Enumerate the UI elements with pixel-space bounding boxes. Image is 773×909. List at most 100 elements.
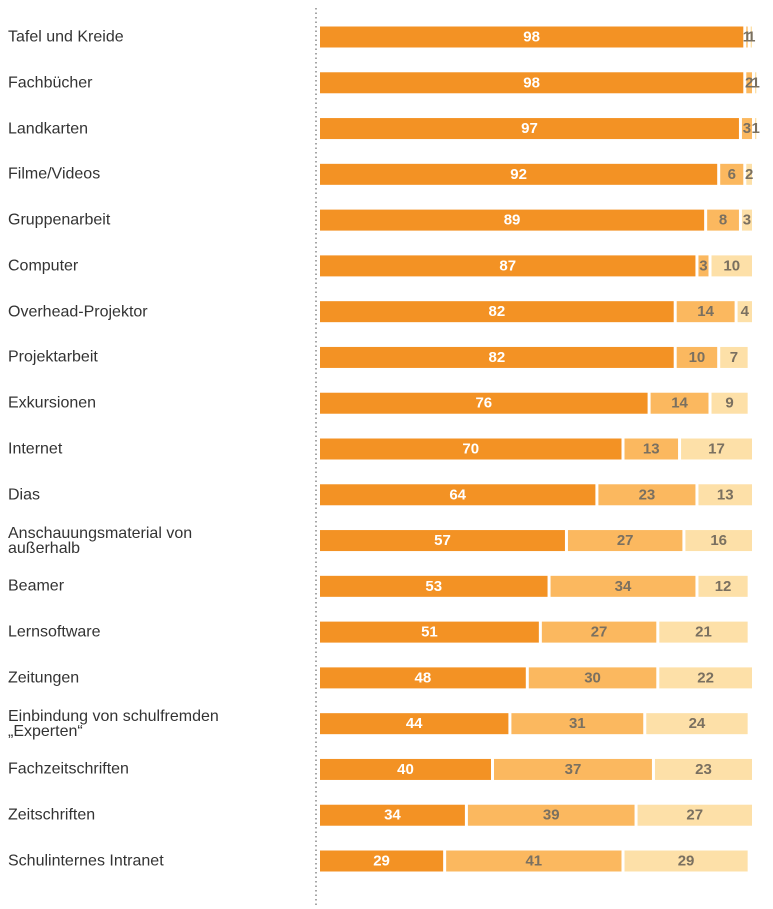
value-label: 41 bbox=[525, 853, 542, 870]
bar-segment bbox=[320, 850, 444, 872]
bar-segment bbox=[685, 530, 752, 552]
bar-segment bbox=[746, 26, 748, 48]
bar-segment bbox=[320, 255, 696, 277]
value-label: 1 bbox=[752, 120, 760, 137]
bar-segment bbox=[511, 713, 644, 735]
category-label: Internet bbox=[8, 440, 63, 458]
value-label: 10 bbox=[723, 257, 740, 274]
value-label: 40 bbox=[397, 761, 414, 778]
value-label: 27 bbox=[591, 624, 608, 641]
value-label: 3 bbox=[699, 257, 707, 274]
bar-segment bbox=[567, 530, 683, 552]
value-label: 3 bbox=[743, 212, 751, 229]
bar-segment bbox=[624, 850, 748, 872]
bar-segment bbox=[320, 438, 622, 460]
bar-segment bbox=[320, 804, 465, 826]
value-label: 98 bbox=[523, 29, 540, 46]
value-label: 27 bbox=[686, 807, 703, 824]
category-label: Schulinternes Intranet bbox=[8, 852, 164, 870]
bar-segment bbox=[707, 209, 739, 231]
bar-segment bbox=[650, 392, 709, 414]
bar-segment bbox=[681, 438, 752, 460]
bar-segment bbox=[598, 484, 696, 506]
bar-segment bbox=[746, 72, 752, 94]
category-label: Einbindung von schulfremden „Experten“ bbox=[8, 707, 219, 740]
bar-segment bbox=[320, 484, 596, 506]
value-label: 57 bbox=[434, 532, 451, 549]
bar-segment bbox=[446, 850, 622, 872]
category-label: Exkursionen bbox=[8, 394, 97, 412]
category-label: Zeitschriften bbox=[8, 806, 96, 824]
bar-segment bbox=[741, 209, 752, 231]
category-label: Tafel und Kreide bbox=[8, 28, 124, 46]
category-label: Dias bbox=[8, 486, 41, 504]
bar-segment bbox=[320, 758, 491, 780]
bar-segment bbox=[320, 621, 539, 643]
bar-segment bbox=[737, 301, 752, 323]
value-label: 37 bbox=[565, 761, 582, 778]
category-label: Filme/Videos bbox=[8, 165, 101, 183]
bar-segment bbox=[741, 118, 752, 140]
value-label: 31 bbox=[569, 715, 586, 732]
value-label: 87 bbox=[499, 257, 516, 274]
value-label: 30 bbox=[584, 669, 601, 686]
bar-segment bbox=[320, 346, 674, 368]
value-label: 51 bbox=[421, 624, 438, 641]
bar-segment bbox=[711, 392, 748, 414]
value-label: 17 bbox=[708, 441, 725, 458]
value-label: 22 bbox=[697, 669, 714, 686]
category-label: Zeitungen bbox=[8, 669, 80, 687]
category-label: Landkarten bbox=[8, 120, 89, 138]
value-label: 70 bbox=[462, 441, 479, 458]
bar-segment bbox=[746, 163, 752, 185]
bar-segment bbox=[320, 26, 744, 48]
value-label: 64 bbox=[449, 486, 466, 503]
value-label: 21 bbox=[695, 624, 712, 641]
value-label: 27 bbox=[617, 532, 634, 549]
value-label: 4 bbox=[741, 303, 750, 320]
value-label: 9 bbox=[725, 395, 733, 412]
value-label: 24 bbox=[689, 715, 706, 732]
value-label: 53 bbox=[425, 578, 442, 595]
value-label: 82 bbox=[489, 349, 506, 366]
category-label: Fachzeitschriften bbox=[8, 760, 129, 778]
bar-segment bbox=[624, 438, 679, 460]
bar-segment bbox=[711, 255, 752, 277]
value-label: 82 bbox=[489, 303, 506, 320]
value-label: 39 bbox=[543, 807, 560, 824]
bar-segment bbox=[646, 713, 748, 735]
bar-segment bbox=[467, 804, 635, 826]
value-label: 34 bbox=[615, 578, 632, 595]
bar-segment bbox=[320, 209, 705, 231]
value-label: 14 bbox=[671, 395, 688, 412]
bar-segment bbox=[320, 118, 739, 140]
value-label: 13 bbox=[643, 441, 660, 458]
bar-segment bbox=[320, 72, 744, 94]
bar-segment bbox=[550, 575, 696, 597]
value-label: 7 bbox=[730, 349, 738, 366]
bar-segment bbox=[320, 301, 674, 323]
value-label: 8 bbox=[719, 212, 727, 229]
value-label: 98 bbox=[523, 74, 540, 91]
category-label: Lernsoftware bbox=[8, 623, 101, 641]
value-label: 16 bbox=[710, 532, 727, 549]
value-label: 1 bbox=[747, 29, 755, 46]
bar-segment bbox=[637, 804, 752, 826]
bar-segment bbox=[750, 26, 752, 48]
value-label: 97 bbox=[521, 120, 538, 137]
bar-segment bbox=[698, 575, 748, 597]
category-label: Computer bbox=[8, 257, 79, 275]
bar-segment bbox=[698, 255, 709, 277]
value-label: 34 bbox=[384, 807, 401, 824]
value-label: 1 bbox=[743, 29, 751, 46]
bar-segment bbox=[541, 621, 657, 643]
bar-segment bbox=[320, 163, 718, 185]
value-label: 2 bbox=[745, 74, 753, 91]
value-label: 23 bbox=[639, 486, 656, 503]
bar-segment bbox=[494, 758, 652, 780]
value-label: 89 bbox=[504, 212, 521, 229]
bar-segment bbox=[676, 346, 718, 368]
bar-segment bbox=[528, 667, 657, 689]
